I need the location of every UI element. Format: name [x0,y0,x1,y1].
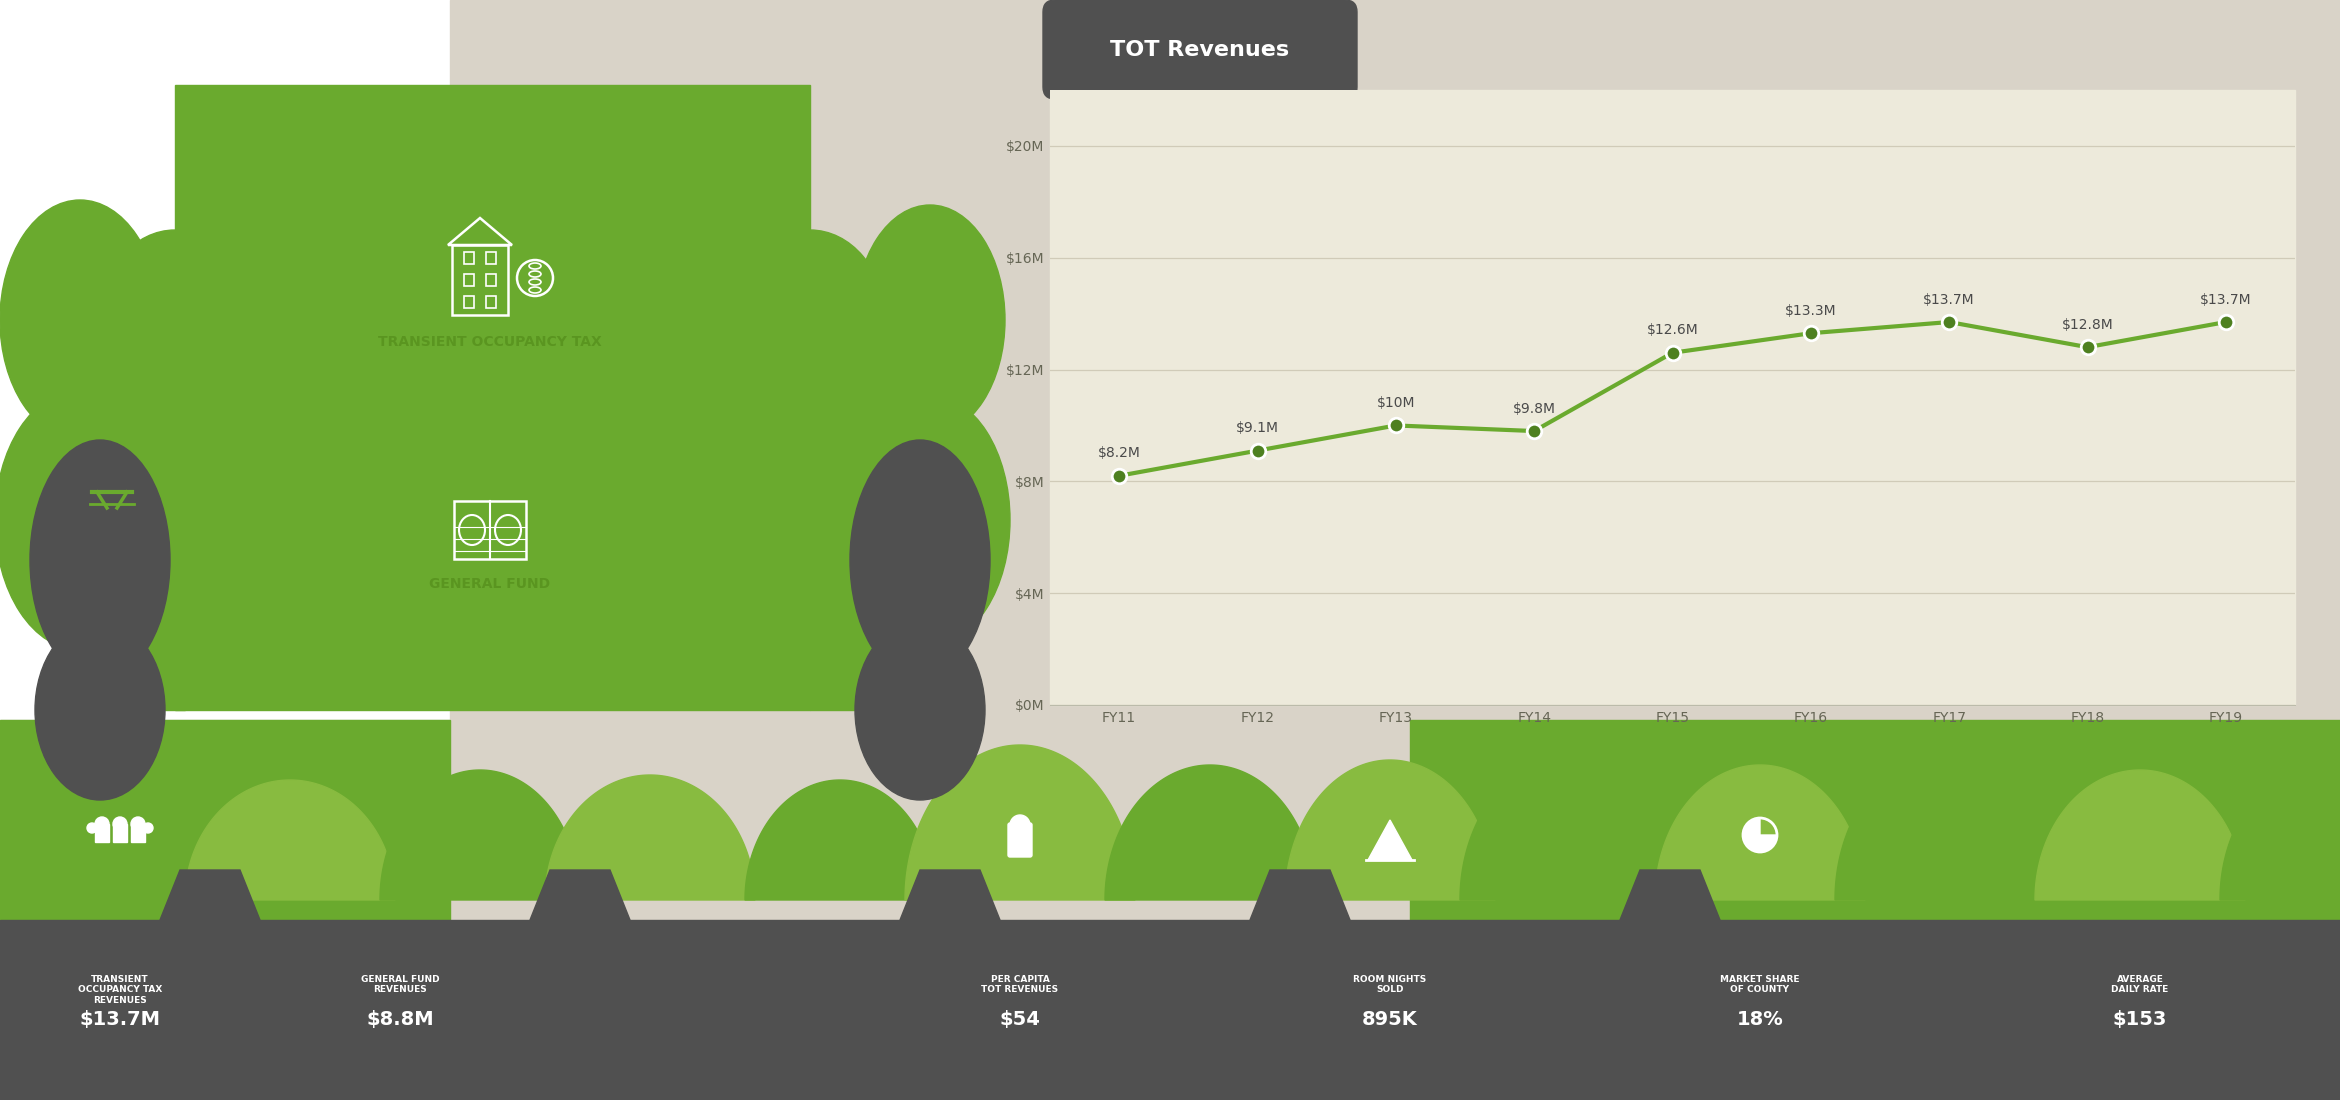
Bar [80,330,185,710]
Polygon shape [744,780,936,900]
Bar [1411,720,2340,1100]
Polygon shape [5,755,234,900]
Text: AVERAGE
DAILY RATE: AVERAGE DAILY RATE [2111,975,2169,994]
Bar [452,245,508,315]
Polygon shape [529,870,629,920]
Ellipse shape [101,230,250,410]
Polygon shape [1369,820,1411,860]
Text: $13.7M: $13.7M [1923,293,1975,307]
Ellipse shape [101,434,250,605]
Text: GENERAL FUND
REVENUES: GENERAL FUND REVENUES [360,975,440,994]
Text: $12.6M: $12.6M [1647,323,1699,338]
FancyBboxPatch shape [1294,935,1486,1100]
Polygon shape [1619,870,1720,920]
Bar [463,252,475,264]
Bar [487,252,496,264]
FancyBboxPatch shape [1009,823,1032,857]
Text: $9.8M: $9.8M [1512,402,1556,416]
Text: TRANSIENT OCCUPANCY TAX: TRANSIENT OCCUPANCY TAX [379,336,601,349]
Text: $8.2M: $8.2M [1097,447,1140,461]
Circle shape [87,823,96,833]
Polygon shape [1250,870,1350,920]
FancyBboxPatch shape [26,935,215,1100]
Point [1930,314,1968,331]
Text: 18%: 18% [1736,1010,1783,1028]
Text: TOT Revenues: TOT Revenues [1112,40,1289,60]
Point [2069,339,2106,356]
Text: 895K: 895K [1362,1010,1418,1028]
Bar [96,824,110,842]
FancyBboxPatch shape [1666,935,1856,1100]
Point [2207,314,2244,331]
Polygon shape [159,870,260,920]
Text: $8.8M: $8.8M [365,1010,433,1028]
Polygon shape [906,745,1135,900]
Circle shape [112,817,126,830]
Circle shape [1011,815,1030,835]
Ellipse shape [30,440,171,680]
Text: $13.3M: $13.3M [1785,304,1837,318]
Text: PER CAPITA
TOT REVENUES: PER CAPITA TOT REVENUES [980,975,1058,994]
Point [1654,344,1692,362]
Ellipse shape [735,230,885,410]
Text: $12.8M: $12.8M [2062,318,2113,332]
Polygon shape [2221,764,2340,900]
Text: $54: $54 [999,1010,1041,1028]
Text: ROOM NIGHTS
SOLD: ROOM NIGHTS SOLD [1353,975,1427,994]
Bar [463,274,475,286]
Polygon shape [1460,755,1680,900]
Text: GENERAL FUND: GENERAL FUND [431,578,550,591]
Circle shape [96,817,110,830]
Bar [176,85,810,710]
FancyBboxPatch shape [1044,0,1357,99]
Text: $10M: $10M [1376,396,1416,410]
Polygon shape [379,770,580,900]
Wedge shape [1743,818,1776,852]
Ellipse shape [0,390,166,650]
Polygon shape [1285,760,1495,900]
Circle shape [143,823,152,833]
Ellipse shape [849,395,1011,645]
Text: $9.1M: $9.1M [1236,421,1280,436]
FancyBboxPatch shape [304,935,496,1100]
Bar [0,920,2340,1100]
Text: $13.7M: $13.7M [2200,293,2251,307]
Polygon shape [545,776,756,900]
Bar [449,0,2340,720]
Point [1378,417,1416,434]
Polygon shape [1104,764,1315,900]
Polygon shape [1654,764,1865,900]
Point [1238,442,1275,460]
Point [1100,468,1137,485]
Ellipse shape [854,205,1004,434]
Ellipse shape [849,440,990,680]
Text: $153: $153 [2113,1010,2167,1028]
Polygon shape [2036,770,2244,900]
Bar [487,274,496,286]
Text: MARKET SHARE
OF COUNTY: MARKET SHARE OF COUNTY [1720,975,1799,994]
Text: $13.7M: $13.7M [80,1010,161,1028]
FancyBboxPatch shape [924,935,1114,1100]
Ellipse shape [0,200,159,440]
Point [1792,324,1830,342]
Bar [487,296,496,308]
Text: TRANSIENT
OCCUPANCY TAX
REVENUES: TRANSIENT OCCUPANCY TAX REVENUES [77,975,161,1004]
Bar [810,330,929,710]
Polygon shape [901,870,999,920]
Bar [0,720,449,1100]
Bar [0,720,2340,1100]
FancyBboxPatch shape [2045,935,2235,1100]
Bar [1051,90,2296,705]
Polygon shape [185,780,395,900]
Ellipse shape [735,434,885,605]
Point [1516,422,1554,440]
Bar [112,824,126,842]
Ellipse shape [35,620,166,800]
Circle shape [131,817,145,830]
Ellipse shape [854,620,985,800]
Polygon shape [1835,750,2064,900]
Bar [463,296,475,308]
Bar [454,500,526,559]
Bar [131,824,145,842]
